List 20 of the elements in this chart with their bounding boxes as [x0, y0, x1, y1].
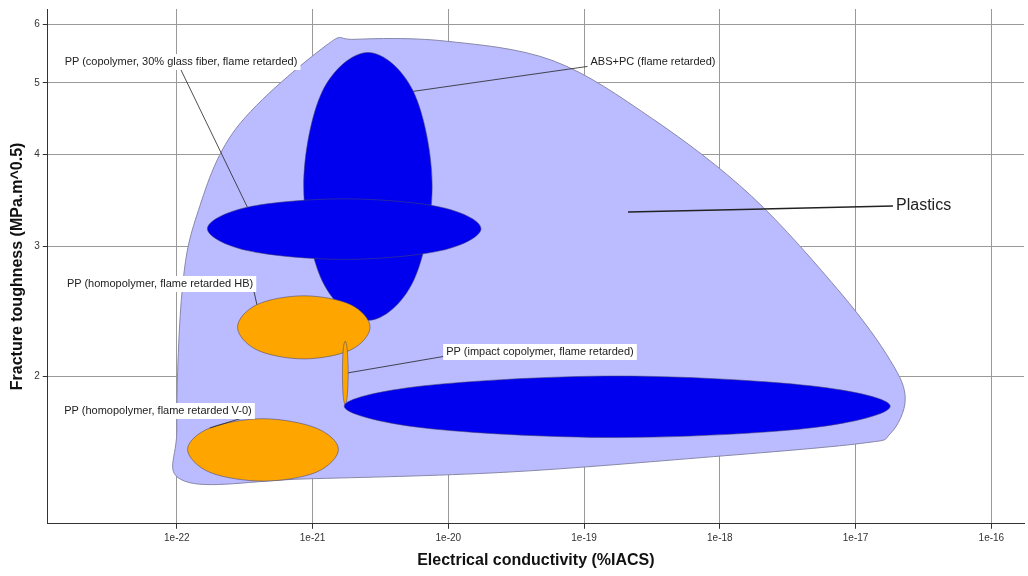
y-tick-label: 2 [34, 369, 41, 381]
x-tick-label: 1e-19 [571, 531, 598, 543]
x-tick-label: 1e-21 [299, 531, 326, 543]
annotation: PP (copolymer, 30% glass fiber, flame retarded) [64, 55, 298, 68]
annotation: PP (homopolymer, flame retarded V-0) [64, 404, 252, 417]
y-tick-label: 3 [34, 240, 41, 252]
annotation: PP (impact copolymer, flame retarded) [446, 345, 634, 358]
y-tick-label: 6 [34, 18, 41, 30]
x-tick-label: 1e-16 [978, 531, 1005, 543]
annotation: ABS+PC (flame retarded) [590, 55, 716, 68]
y-tick-label: 4 [34, 148, 41, 160]
annotation: PP (homopolymer, flame retarded HB) [66, 277, 254, 290]
x-tick-label: 1e-18 [707, 531, 734, 543]
x-tick-label: 1e-20 [435, 531, 462, 543]
x-tick-label: 1e-17 [842, 531, 869, 543]
x-axis-title: Electrical conductivity (%IACS) [417, 550, 655, 568]
annotation: Plastics [896, 196, 952, 214]
y-tick-label: 5 [34, 76, 41, 88]
x-tick-label: 1e-22 [164, 531, 191, 543]
y-axis-title: Fracture toughness (MPa.m^0.5) [8, 142, 26, 391]
